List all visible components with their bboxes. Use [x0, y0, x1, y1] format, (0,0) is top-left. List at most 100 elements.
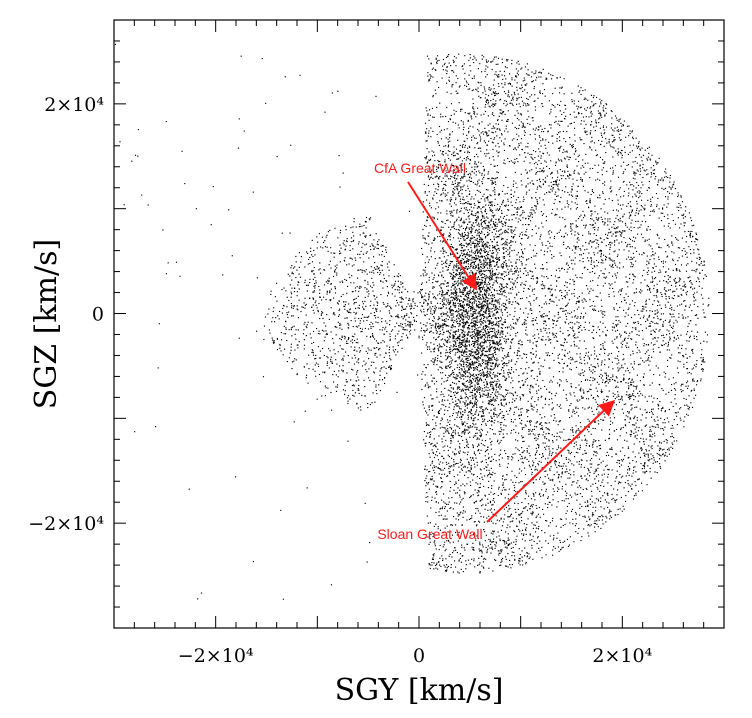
data-point [470, 495, 472, 497]
data-point [386, 372, 388, 374]
data-point [693, 397, 695, 399]
data-point [562, 332, 564, 334]
data-point [503, 142, 505, 144]
data-point [631, 404, 633, 406]
data-point [516, 354, 518, 356]
data-point [355, 342, 357, 344]
data-point [616, 499, 618, 501]
data-point [505, 100, 508, 102]
data-point [393, 284, 395, 286]
data-point [593, 346, 595, 348]
data-point [487, 95, 490, 97]
data-point [526, 297, 528, 299]
data-point [478, 241, 480, 243]
data-point [304, 281, 306, 284]
data-point [607, 232, 610, 234]
data-point [392, 329, 394, 331]
data-point [312, 270, 314, 272]
data-point [615, 277, 618, 279]
data-point [496, 357, 498, 359]
data-point [593, 192, 595, 194]
data-point [452, 324, 454, 326]
data-point [646, 271, 648, 273]
data-point [477, 68, 479, 70]
data-point [457, 92, 459, 94]
data-point [520, 255, 523, 258]
data-point [358, 226, 360, 228]
data-point [651, 448, 653, 450]
data-point [602, 460, 604, 462]
data-point [635, 494, 637, 496]
data-point [630, 266, 632, 268]
data-point [678, 257, 680, 259]
data-point [589, 525, 591, 527]
data-point [610, 146, 612, 148]
data-point [590, 210, 592, 212]
data-point [604, 492, 606, 494]
data-point [491, 205, 493, 207]
data-point [400, 283, 402, 285]
data-point [629, 393, 631, 396]
data-point [568, 177, 570, 179]
data-point [557, 185, 559, 187]
data-point [474, 346, 476, 348]
data-point [686, 294, 688, 296]
data-point [529, 212, 531, 214]
data-point [485, 76, 487, 78]
data-point [478, 202, 480, 204]
data-point [693, 303, 695, 305]
data-point [378, 239, 380, 241]
data-point [314, 287, 316, 289]
data-point [476, 184, 478, 186]
data-point [628, 456, 630, 459]
data-point [435, 491, 437, 493]
data-point [588, 469, 590, 471]
data-point [613, 402, 615, 404]
data-point [595, 367, 597, 369]
data-point [468, 389, 470, 391]
data-point [474, 454, 477, 456]
data-point [483, 557, 485, 559]
data-point [589, 107, 591, 109]
data-point [655, 426, 657, 428]
data-point [452, 152, 454, 154]
data-point [634, 424, 636, 426]
data-point [662, 323, 664, 325]
data-point [268, 329, 270, 331]
data-point [588, 231, 590, 233]
data-point [460, 178, 462, 180]
data-point [536, 281, 538, 283]
data-point [453, 331, 456, 333]
data-point [490, 224, 492, 226]
data-point [696, 339, 698, 341]
data-point [440, 339, 442, 341]
data-point [566, 365, 568, 367]
data-point [519, 270, 522, 272]
data-point [303, 339, 305, 341]
data-point [615, 376, 617, 378]
data-point [480, 84, 482, 86]
data-point [446, 463, 448, 465]
data-point [433, 337, 435, 339]
data-point [435, 338, 437, 340]
data-point [552, 208, 554, 211]
data-point [475, 397, 477, 399]
data-point [651, 382, 653, 384]
data-point [451, 556, 453, 558]
data-point [521, 419, 523, 422]
data-point [468, 243, 470, 245]
data-point [510, 360, 512, 362]
data-point [561, 120, 563, 122]
data-point [462, 330, 464, 332]
data-point [617, 483, 620, 485]
data-point [500, 551, 503, 553]
data-point [449, 309, 451, 311]
data-point [469, 411, 471, 413]
data-point [571, 357, 574, 359]
data-point [599, 156, 602, 158]
data-point [548, 501, 550, 503]
data-point [589, 146, 591, 148]
data-point [611, 340, 613, 342]
data-point [491, 215, 493, 217]
data-point [496, 386, 498, 388]
